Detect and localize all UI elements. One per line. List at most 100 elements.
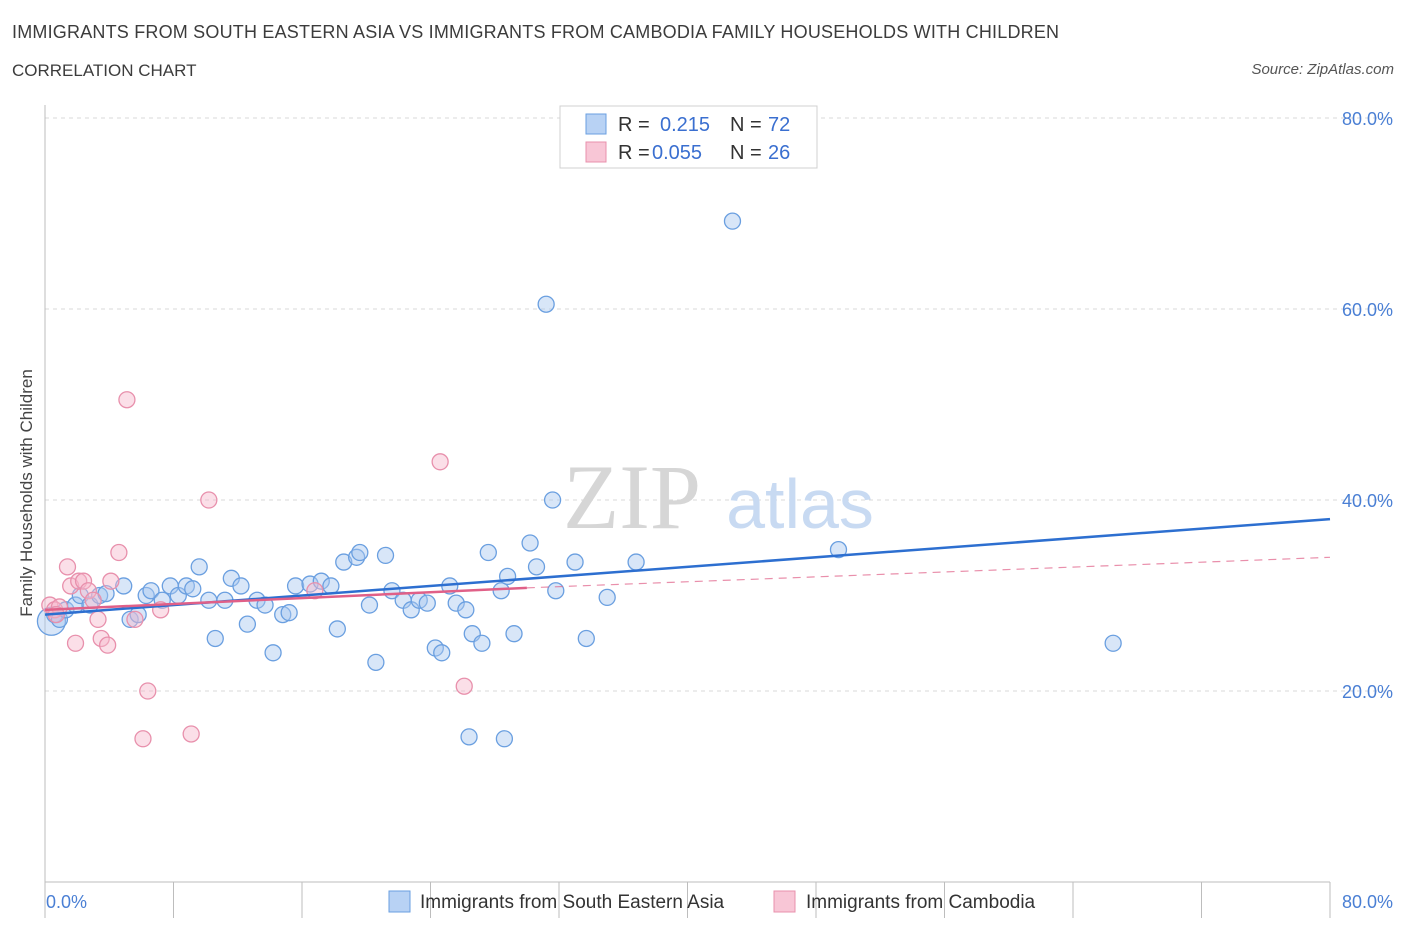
blue-point <box>566 553 584 571</box>
stats-legend-blue-n-value: 72 <box>768 114 790 136</box>
blue-trend-line <box>44 517 1331 616</box>
pink-trend-extension <box>526 556 1331 589</box>
blue-point <box>376 546 395 565</box>
blue-point <box>335 553 353 571</box>
stats-legend-pink-swatch <box>585 141 607 163</box>
pink-point <box>74 572 93 590</box>
blue-point <box>280 604 298 622</box>
pink-point <box>89 610 107 629</box>
pink-point <box>62 577 80 595</box>
blue-point <box>418 594 436 612</box>
stats-legend-blue-r-label: R = <box>618 114 650 136</box>
trend-lines <box>44 517 1331 616</box>
bottom-legend: Immigrants from South Eastern Asia Immig… <box>388 890 1036 913</box>
blue-point <box>543 491 562 509</box>
blue-point <box>184 580 202 598</box>
bottom-legend-pink-label: Immigrants from Cambodia <box>806 892 1036 913</box>
source-label: Source: ZipAtlas.com <box>1251 61 1394 78</box>
y-tick-label: 60.0% <box>1342 300 1393 320</box>
blue-point <box>433 644 451 662</box>
blue-point <box>527 558 546 576</box>
chart-title: IMMIGRANTS FROM SOUTH EASTERN ASIA VS IM… <box>12 22 1060 42</box>
y-tick-label: 20.0% <box>1342 682 1393 702</box>
blue-point <box>347 548 366 566</box>
blue-point <box>264 644 282 662</box>
pink-point <box>66 634 85 652</box>
bottom-legend-pink-swatch <box>773 890 796 913</box>
blue-point <box>1104 634 1122 652</box>
blue-point <box>521 534 539 552</box>
stats-legend: R = 0.215 N = 72 R = 0.055 N = 26 <box>559 105 818 169</box>
axes-layer <box>44 105 1331 918</box>
pink-trend-line <box>44 586 527 612</box>
bottom-legend-blue-swatch <box>388 890 411 913</box>
tick-labels: 20.0% 40.0% 60.0% 80.0% 0.0% 80.0% <box>46 109 1393 912</box>
blue-point <box>286 577 305 595</box>
blue-point <box>142 582 160 600</box>
blue-point <box>492 582 510 600</box>
blue-point <box>274 605 292 624</box>
blue-point <box>200 591 218 609</box>
x-tick-label: 0.0% <box>46 892 87 912</box>
pink-point <box>58 558 77 576</box>
chart-subtitle: CORRELATION CHART <box>12 61 197 80</box>
blue-point <box>367 653 385 671</box>
stats-legend-blue-r-value: 0.215 <box>660 114 710 136</box>
pink-point <box>455 677 473 695</box>
blue-point <box>537 295 555 313</box>
blue-point <box>457 601 475 619</box>
stats-legend-blue-swatch <box>585 113 607 135</box>
pink-point <box>110 543 128 562</box>
blue-point <box>723 212 742 230</box>
pink-point <box>102 572 120 590</box>
blue-point <box>50 610 69 629</box>
pink-point <box>182 725 200 743</box>
blue-point <box>627 553 645 571</box>
blue-point <box>121 610 139 629</box>
pink-point <box>431 453 449 471</box>
y-tick-label: 80.0% <box>1342 109 1393 129</box>
bottom-legend-blue-label: Immigrants from South Eastern Asia <box>420 892 725 913</box>
blue-point <box>312 572 330 590</box>
blue-point <box>238 615 257 633</box>
x-tick-label: 80.0% <box>1342 892 1393 912</box>
blue-point <box>479 543 497 562</box>
series-pink-points <box>41 391 473 748</box>
pink-point <box>139 682 157 700</box>
blue-point <box>232 577 250 595</box>
blue-point <box>495 730 514 748</box>
blue-point <box>190 558 208 576</box>
pink-point <box>84 591 102 609</box>
pink-point <box>126 610 144 629</box>
stats-legend-blue-n-label: N = <box>730 114 762 136</box>
stats-legend-pink-n-label: N = <box>730 142 762 164</box>
grid-layer <box>45 117 1392 692</box>
blue-point <box>505 625 523 643</box>
pink-point <box>92 629 110 648</box>
stats-legend-pink-n-value: 26 <box>768 142 790 164</box>
blue-point <box>322 577 340 595</box>
pink-point <box>134 730 152 748</box>
stats-legend-pink-r-label: R = <box>618 142 650 164</box>
pink-point <box>118 391 136 409</box>
blue-point <box>137 586 155 605</box>
stats-legend-pink-r-value: 0.055 <box>652 142 702 164</box>
blue-point <box>115 577 133 595</box>
pink-point <box>200 491 218 509</box>
blue-point <box>447 594 465 612</box>
blue-point <box>351 543 369 562</box>
blue-point <box>328 620 346 638</box>
blue-point <box>360 596 379 614</box>
watermark: ZIP atlas <box>563 446 874 548</box>
watermark-zip: ZIP <box>563 446 701 548</box>
blue-point <box>577 629 595 648</box>
blue-point <box>460 728 478 746</box>
blue-point <box>206 629 224 648</box>
blue-point <box>547 582 565 600</box>
blue-point <box>473 634 491 652</box>
blue-point <box>829 541 848 559</box>
blue-point <box>598 588 616 607</box>
blue-point <box>498 567 517 586</box>
pink-point <box>98 636 117 654</box>
